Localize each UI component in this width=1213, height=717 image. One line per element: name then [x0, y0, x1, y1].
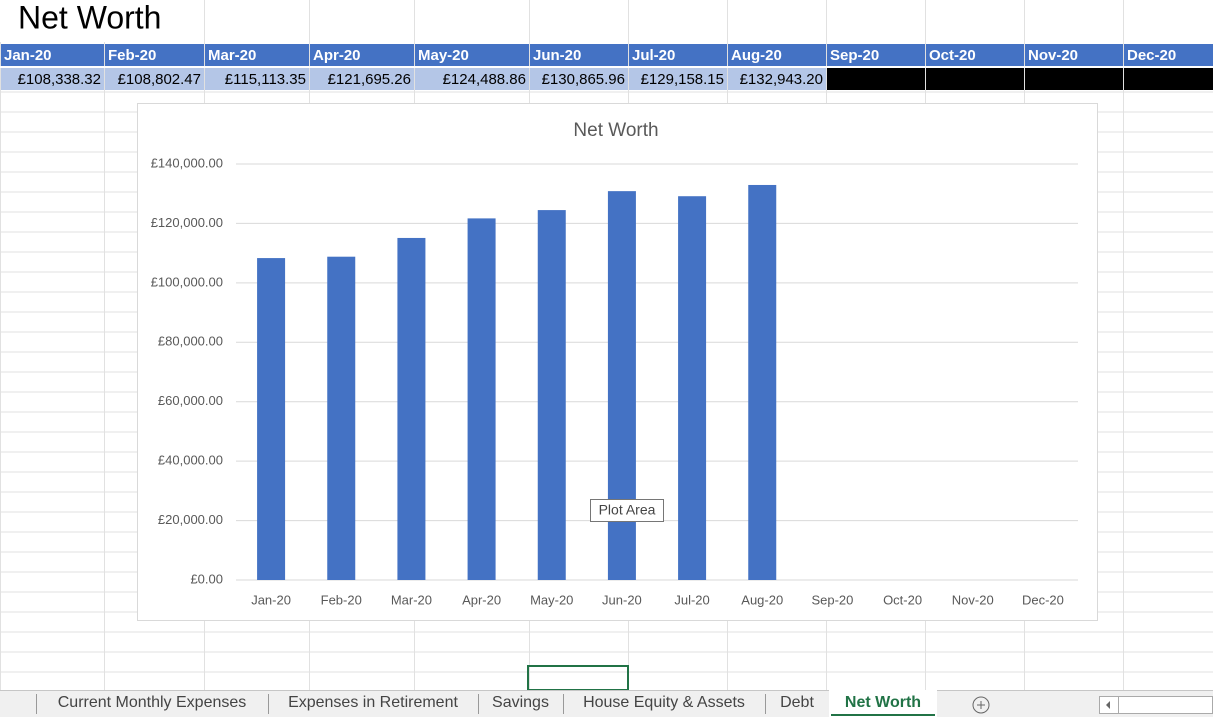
y-tick-label: £100,000.00 [151, 274, 223, 289]
value-label: £132,943.20 [740, 71, 823, 88]
x-tick-label: Dec-20 [1022, 592, 1064, 607]
bar [748, 184, 777, 580]
bar [467, 218, 496, 580]
active-tab [829, 690, 937, 717]
selected-cell [527, 665, 629, 691]
header-cell [629, 44, 727, 66]
value-cell [926, 68, 1024, 90]
header-label: Apr-20 [313, 47, 361, 64]
chart-title: Net Worth [573, 120, 658, 141]
bar [678, 196, 707, 580]
header-cell [1, 44, 104, 66]
x-tick-label: Nov-20 [952, 592, 994, 607]
value-cell [530, 68, 628, 90]
y-tick-label: £80,000.00 [158, 334, 223, 349]
header-label: Dec-20 [1127, 47, 1176, 64]
sheet-tab[interactable]: Savings [492, 694, 549, 711]
x-tick-label: Sep-20 [811, 592, 853, 607]
header-label: Jan-20 [4, 47, 52, 64]
bar [257, 258, 286, 580]
y-tick-label: £0.00 [190, 571, 223, 586]
add-sheet-icon [977, 701, 985, 709]
header-cell [205, 44, 309, 66]
value-cell [827, 68, 925, 90]
value-label: £121,695.26 [328, 71, 411, 88]
tab-bar [0, 690, 1213, 717]
sheet-tab[interactable]: House Equity & Assets [583, 694, 745, 711]
x-tick-label: Jul-20 [674, 592, 709, 607]
header-cell [310, 44, 414, 66]
header-cell [415, 44, 529, 66]
title-cell [0, 0, 203, 42]
sheet-tab[interactable]: Expenses in Retirement [288, 694, 458, 711]
sheet-title: Net Worth [18, 0, 161, 35]
header-label: Aug-20 [731, 47, 782, 64]
value-cell [205, 68, 309, 90]
x-tick-label: Jun-20 [602, 592, 642, 607]
y-tick-label: £20,000.00 [158, 512, 223, 527]
x-tick-label: Oct-20 [883, 592, 922, 607]
tooltip: Plot Area [599, 502, 656, 518]
x-tick-label: Jan-20 [251, 592, 291, 607]
value-label: £124,488.86 [443, 71, 526, 88]
x-tick-label: Apr-20 [462, 592, 501, 607]
header-label: Nov-20 [1028, 47, 1078, 64]
sheet-tab[interactable]: Net Worth [845, 694, 921, 711]
value-label: £115,113.35 [225, 71, 306, 88]
header-cell [926, 44, 1024, 66]
header-cell [827, 44, 925, 66]
add-sheet-button[interactable] [972, 696, 990, 714]
y-tick-label: £140,000.00 [151, 155, 223, 170]
value-label: £108,338.32 [18, 71, 101, 88]
bar [397, 237, 426, 580]
y-tick-label: £120,000.00 [151, 215, 223, 230]
scroll-left[interactable] [1106, 701, 1110, 709]
scrollbar [1099, 696, 1213, 714]
y-tick-label: £40,000.00 [158, 453, 223, 468]
x-tick-label: Aug-20 [741, 592, 783, 607]
value-label: £129,158.15 [641, 71, 724, 88]
header-cell [530, 44, 628, 66]
header-label: Sep-20 [830, 47, 879, 64]
header-cell [1025, 44, 1123, 66]
header-label: Jun-20 [533, 47, 581, 64]
header-cell [105, 44, 204, 66]
value-cell [1, 68, 104, 90]
sheet-tab[interactable]: Debt [780, 694, 814, 711]
value-cell [1124, 68, 1213, 90]
value-cell [629, 68, 727, 90]
header-label: Mar-20 [208, 47, 256, 64]
header-label: Oct-20 [929, 47, 976, 64]
bar [537, 210, 566, 580]
value-cell [728, 68, 826, 90]
header-label: May-20 [418, 47, 469, 64]
value-cell [1025, 68, 1123, 90]
value-label: £108,802.47 [118, 71, 201, 88]
x-tick-label: Mar-20 [391, 592, 432, 607]
sheet-tab[interactable]: Current Monthly Expenses [58, 694, 247, 711]
x-tick-label: May-20 [530, 592, 573, 607]
header-cell [728, 44, 826, 66]
tooltip-box [590, 499, 664, 522]
header-label: Jul-20 [632, 47, 675, 64]
value-cell [105, 68, 204, 90]
header-cell [1124, 44, 1213, 66]
header-label: Feb-20 [108, 47, 156, 64]
value-cell [415, 68, 529, 90]
value-label: £130,865.96 [542, 71, 625, 88]
y-tick-label: £60,000.00 [158, 393, 223, 408]
value-cell [310, 68, 414, 90]
bar [327, 256, 356, 580]
x-tick-label: Feb-20 [321, 592, 362, 607]
